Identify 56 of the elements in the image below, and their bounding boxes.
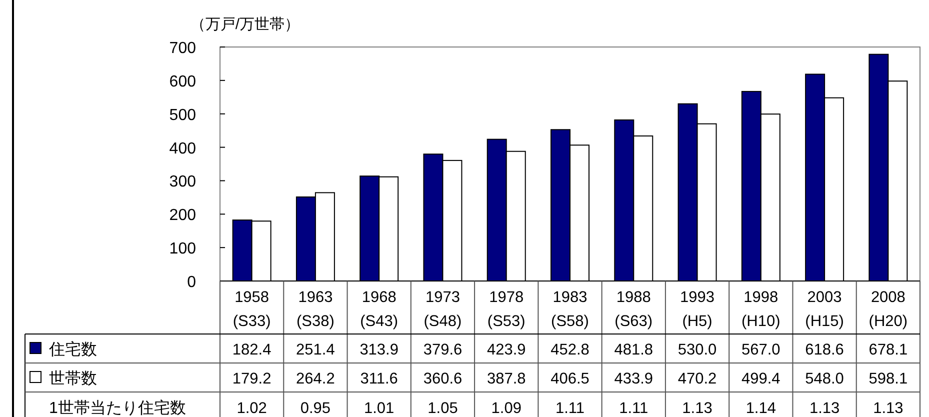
data-label: 182.4	[232, 342, 272, 358]
y-tick-label: 300	[169, 174, 196, 191]
text: 1.13	[873, 400, 904, 417]
y-tick-label: 100	[169, 240, 196, 258]
text: 1.14	[746, 400, 776, 417]
x-tick-label: 1998 (H10)	[742, 289, 780, 330]
data-label: 251.4	[296, 342, 336, 358]
x-tick-label: 1993 (H5)	[680, 289, 715, 330]
data-label: 678.1	[868, 342, 908, 358]
data-label: 452.8	[550, 342, 590, 358]
data-label: 311.6	[360, 370, 398, 388]
x-tick-label: 2003 (H15)	[805, 289, 844, 330]
text: 1.09	[491, 400, 522, 417]
data-label: 567.0	[742, 342, 781, 358]
y-tick-label: 600	[169, 73, 196, 90]
x-tick-label: 1958 (S33)	[232, 289, 271, 330]
x-tick-label: 2008 (H20)	[868, 289, 908, 330]
data-label: 598.1	[868, 370, 908, 388]
text: 1.01	[364, 400, 394, 417]
x-tick-label: 1973 (S48)	[424, 289, 462, 330]
text: 1.05	[428, 400, 458, 417]
data-label: 313.9	[360, 342, 398, 358]
data-label: 470.2	[678, 370, 717, 388]
data-label: 423.9	[486, 342, 526, 358]
y-tick-label: 0	[187, 274, 196, 291]
text: 1.13	[809, 400, 840, 417]
data-label: 406.5	[550, 370, 590, 388]
x-tick-label: 1988 (S63)	[614, 289, 653, 330]
x-tick-label: 1968 (S43)	[360, 289, 398, 330]
data-label: 548.0	[805, 370, 844, 388]
x-tick-label: 1983 (S58)	[551, 289, 589, 330]
data-label: 530.0	[678, 342, 718, 358]
y-axis-title: （万戸/万世帯）	[190, 16, 300, 33]
text: 1.13	[682, 400, 712, 417]
data-label: 387.8	[486, 370, 526, 388]
data-label: 481.8	[614, 342, 654, 358]
y-tick-label: 200	[169, 207, 196, 224]
legend-label: 世帯数	[49, 370, 97, 388]
text: 0.95	[300, 400, 331, 417]
y-tick-label: 400	[169, 140, 196, 158]
text: 1.11	[555, 400, 585, 417]
data-label: 179.2	[232, 370, 272, 388]
data-label: 360.6	[423, 370, 462, 388]
data-label: 379.6	[423, 342, 462, 358]
legend-label: 住宅数	[48, 340, 97, 358]
x-tick-label: 1963 (S38)	[296, 289, 334, 330]
data-label: 499.4	[742, 370, 781, 388]
text: 1.02	[236, 400, 267, 417]
text: 1.11	[619, 400, 648, 417]
text: 1世帯当たり住宅数	[49, 399, 186, 417]
data-label: 433.9	[614, 370, 654, 388]
y-tick-label: 500	[169, 106, 196, 124]
x-tick-label: 1978 (S53)	[487, 289, 526, 330]
data-label: 264.2	[296, 370, 335, 388]
data-label: 618.6	[805, 342, 844, 358]
y-tick-label: 700	[169, 40, 196, 57]
